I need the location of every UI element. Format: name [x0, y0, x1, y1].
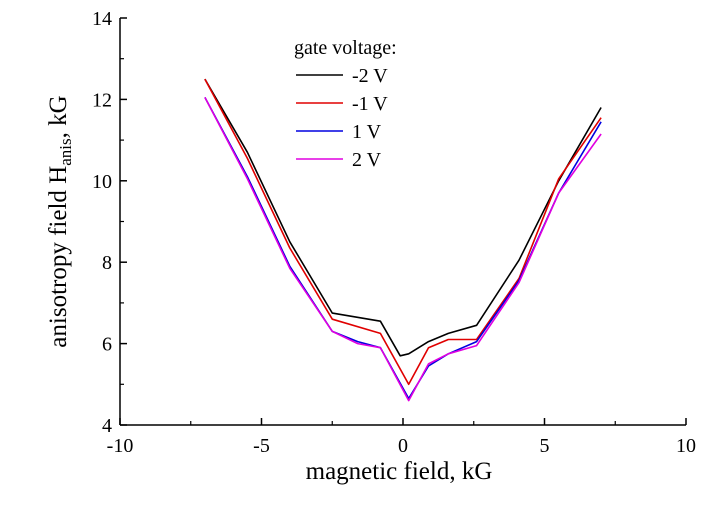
y-tick-label: 4 — [102, 415, 112, 437]
y-axis: 4 6 8 10 12 14 — [92, 8, 127, 437]
x-axis-title: magnetic field, kG — [306, 458, 493, 485]
plot-frame — [119, 18, 686, 426]
y-tick-label: 14 — [92, 8, 112, 30]
legend-label: -1 V — [352, 93, 388, 115]
legend: gate voltage: -2 V -1 V 1 V 2 V — [294, 37, 397, 171]
y-tick-label: 8 — [102, 252, 112, 274]
series-line — [204, 97, 602, 402]
legend-title: gate voltage: — [294, 37, 397, 59]
y-tick-label: 10 — [92, 171, 112, 193]
legend-label: 2 V — [352, 149, 382, 171]
legend-label: 1 V — [352, 121, 382, 143]
x-tick-label: 10 — [676, 435, 696, 457]
series-line — [204, 97, 602, 400]
y-axis-title: anisotropy field Hanis, kG — [45, 95, 75, 347]
legend-label: -2 V — [352, 65, 388, 87]
y-tick-label: 12 — [92, 89, 112, 111]
x-tick-label: -10 — [107, 435, 134, 457]
x-tick-label: 0 — [398, 435, 408, 457]
series-line — [204, 78, 602, 386]
series-layer — [204, 78, 602, 402]
x-tick-label: 5 — [540, 435, 550, 457]
y-axis-title-suffix: , kG — [45, 95, 72, 138]
x-tick-label: -5 — [253, 435, 270, 457]
y-tick-label: 6 — [102, 334, 112, 356]
y-axis-title-main: anisotropy field H — [45, 166, 72, 348]
y-axis-title-subscript: anis — [56, 138, 75, 165]
series-line — [204, 78, 602, 357]
x-axis: -10 -5 0 5 10 — [107, 418, 696, 457]
